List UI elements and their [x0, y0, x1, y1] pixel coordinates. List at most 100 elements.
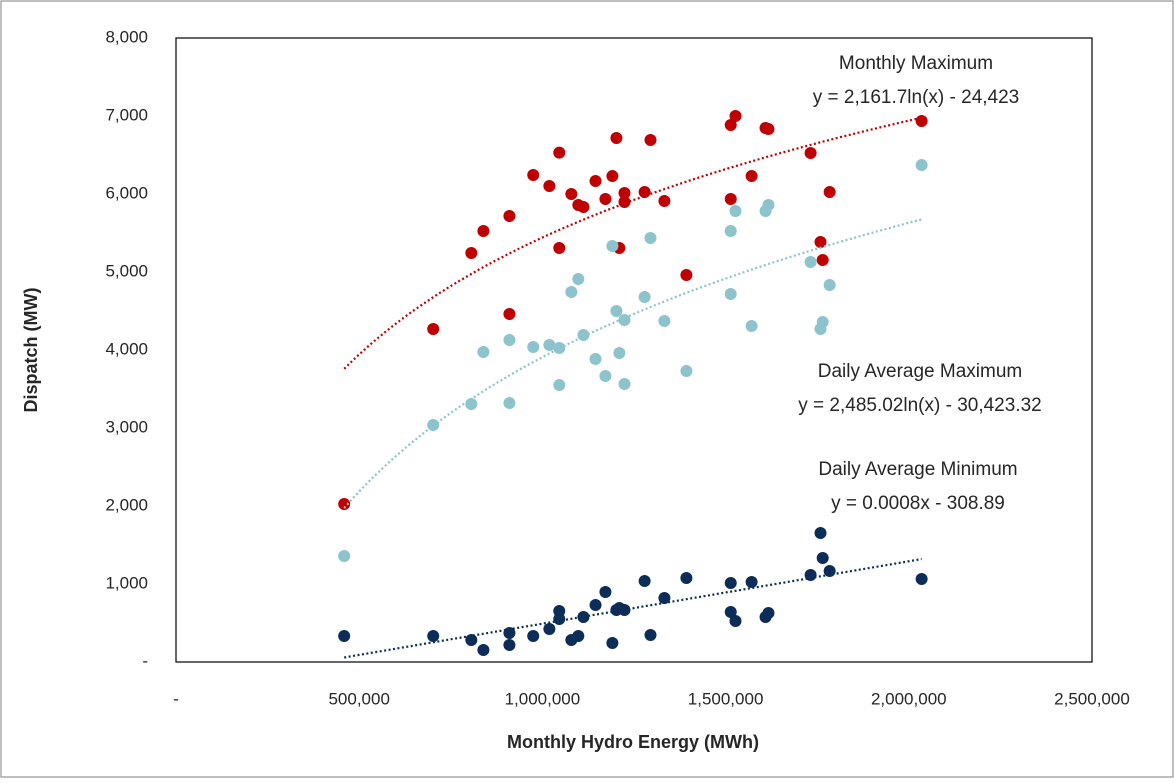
point: [644, 231, 657, 244]
point: [644, 629, 657, 642]
point: [804, 569, 817, 582]
point: [618, 378, 631, 391]
y-tick-label: 4,000: [105, 339, 148, 358]
point: [589, 175, 602, 188]
point: [762, 607, 775, 620]
point: [610, 305, 623, 317]
point: [427, 323, 440, 336]
point: [565, 188, 578, 200]
point: [823, 564, 836, 577]
point: [745, 575, 758, 588]
x-tick-label: 500,000: [328, 689, 389, 708]
point: [503, 397, 516, 410]
y-axis-title: Dispatch (MW): [21, 288, 41, 413]
point: [638, 575, 651, 588]
point: [477, 643, 490, 656]
point: [618, 314, 631, 327]
point: [527, 630, 540, 643]
point: [613, 347, 626, 360]
x-tick-label: 1,500,000: [688, 689, 764, 708]
point: [680, 571, 693, 584]
point: [658, 592, 671, 605]
point: [553, 241, 566, 254]
point: [503, 209, 516, 222]
point: [816, 552, 829, 565]
point: [729, 110, 742, 122]
point: [553, 379, 566, 392]
point: [745, 170, 758, 183]
point: [610, 131, 623, 144]
point: [638, 291, 651, 304]
point: [606, 636, 619, 649]
x-tick-label: -: [173, 689, 179, 708]
point: [338, 630, 351, 643]
point: [915, 159, 928, 172]
point: [724, 192, 737, 205]
point: [543, 180, 556, 193]
point: [729, 614, 742, 627]
point: [503, 308, 516, 321]
point: [606, 240, 619, 253]
point: [816, 315, 829, 328]
y-tick-label: 6,000: [105, 183, 148, 202]
point: [338, 497, 351, 510]
point: [565, 286, 578, 299]
point: [543, 623, 556, 636]
point: [724, 119, 737, 132]
point: [680, 364, 693, 377]
point: [724, 606, 737, 619]
trendline: [343, 116, 922, 370]
point: [658, 314, 671, 327]
point: [589, 353, 602, 366]
trend-equation: y = 2,485.02ln(x) - 30,423.32: [798, 395, 1041, 416]
point: [527, 169, 540, 182]
point: [644, 134, 657, 147]
trendline: [343, 218, 922, 509]
point: [618, 603, 631, 616]
y-tick-label: -: [142, 651, 148, 670]
point: [658, 195, 671, 208]
point: [589, 598, 602, 611]
point: [915, 114, 928, 127]
point: [814, 526, 827, 539]
point: [577, 201, 590, 214]
point: [599, 192, 612, 205]
series-label: Daily Average Minimum: [818, 459, 1017, 480]
x-tick-label: 2,500,000: [1054, 689, 1130, 708]
point: [729, 205, 742, 218]
point: [477, 225, 490, 238]
point: [599, 586, 612, 599]
point: [427, 419, 440, 432]
trend-equation: y = 0.0008x - 308.89: [831, 493, 1005, 514]
x-tick-label: 2,000,000: [871, 689, 947, 708]
point: [724, 225, 737, 238]
point: [599, 369, 612, 382]
y-tick-label: 1,000: [105, 573, 148, 592]
trend-equation: y = 2,161.7ln(x) - 24,423: [813, 87, 1020, 108]
y-tick-label: 3,000: [105, 417, 148, 436]
point: [527, 341, 540, 354]
y-tick-label: 5,000: [105, 261, 148, 280]
x-axis-title: Monthly Hydro Energy (MWh): [507, 732, 759, 752]
point: [814, 236, 827, 249]
trendline: [344, 558, 922, 659]
point: [465, 247, 478, 260]
point: [465, 634, 478, 647]
point: [823, 186, 836, 199]
point: [577, 329, 590, 342]
point: [804, 147, 817, 160]
point: [553, 146, 566, 159]
y-tick-label: 7,000: [105, 105, 148, 124]
point: [477, 346, 490, 359]
point: [762, 123, 775, 136]
point: [618, 186, 631, 199]
point: [724, 576, 737, 589]
point: [572, 630, 585, 643]
point: [680, 269, 693, 282]
point: [503, 638, 516, 651]
point: [572, 273, 585, 286]
point: [427, 630, 440, 643]
point: [465, 398, 478, 411]
